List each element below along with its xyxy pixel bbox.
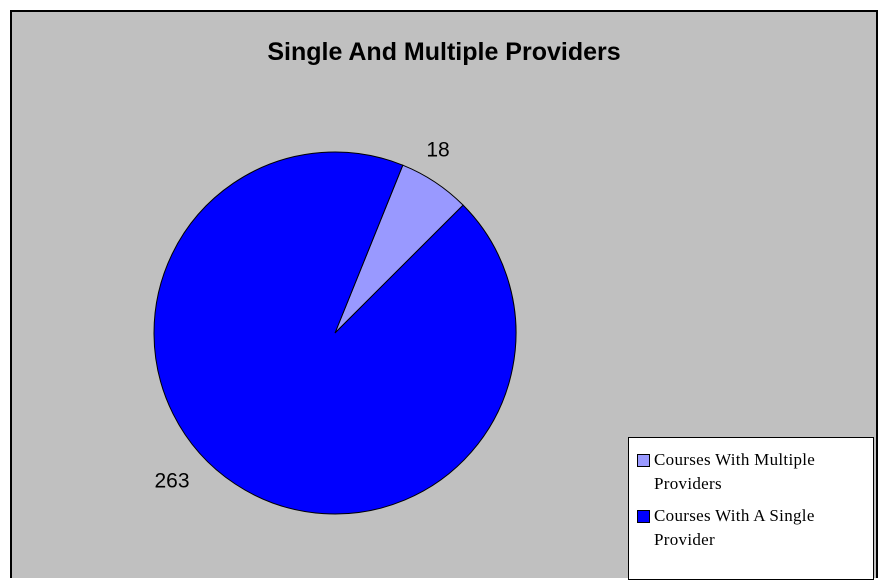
legend-item-multiple: Courses With Multiple Providers [637, 448, 865, 496]
chart-legend: Courses With Multiple Providers Courses … [628, 437, 874, 580]
chart-area: Single And Multiple Providers 18 263 Cour… [10, 10, 878, 580]
legend-swatch-single [637, 510, 650, 523]
legend-swatch-multiple [637, 454, 650, 467]
legend-label-multiple: Courses With Multiple Providers [654, 450, 816, 493]
legend-item-single: Courses With A Single Provider [637, 504, 865, 552]
pie-slice-single [153, 151, 517, 515]
data-label-multiple: 18 [426, 139, 449, 162]
legend-label-single: Courses With A Single Provider [654, 506, 815, 549]
pie-chart: 18 263 [153, 139, 517, 515]
data-label-single: 263 [154, 470, 189, 493]
chart-title: Single And Multiple Providers [267, 38, 621, 66]
